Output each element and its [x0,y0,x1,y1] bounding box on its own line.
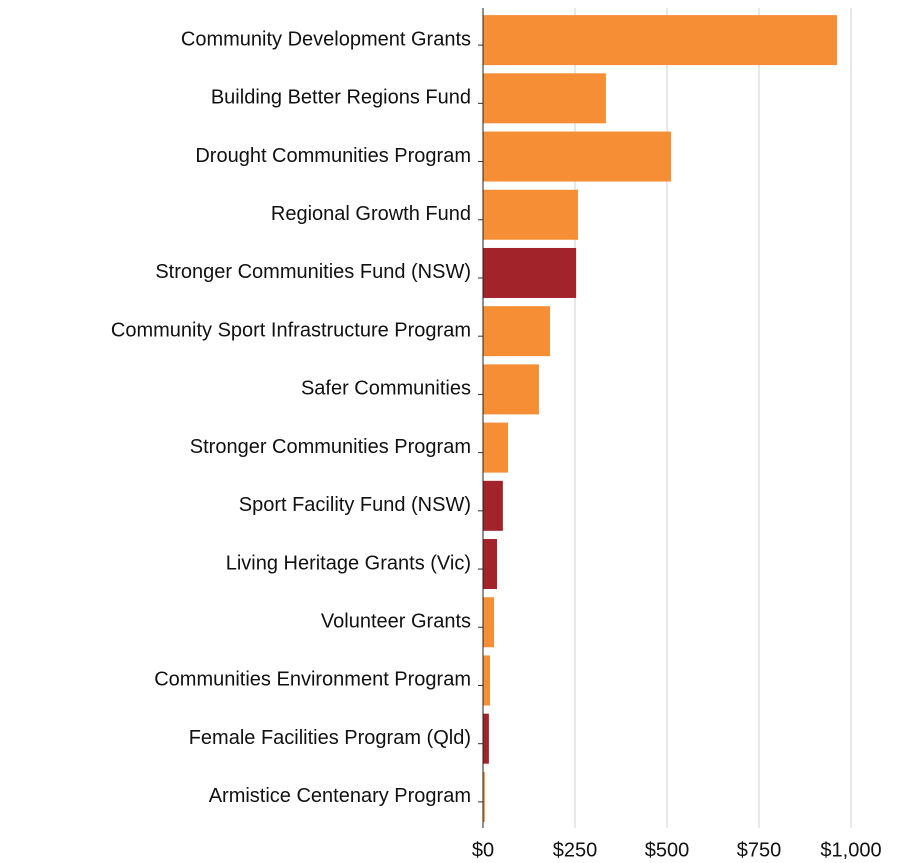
bar [483,131,672,182]
x-tick-label: $1,000 [820,839,881,861]
y-tick-label: Living Heritage Grants (Vic) [226,552,471,574]
bar [483,713,489,764]
y-tick-label: Building Better Regions Fund [211,87,471,109]
y-tick-label: Safer Communities [301,378,471,400]
bar [483,655,490,706]
y-tick-label: Regional Growth Fund [271,203,471,225]
x-tick-label: $750 [737,839,782,861]
bar [483,364,539,415]
y-tick-label: Community Development Grants [181,28,471,50]
bar [483,73,606,124]
bar [483,422,509,473]
bar [483,480,503,531]
y-tick-label: Stronger Communities Fund (NSW) [155,261,471,283]
x-tick-label: $250 [553,839,598,861]
y-tick-label: Communities Environment Program [154,669,471,691]
y-tick-label: Volunteer Grants [321,611,471,633]
y-tick-label: Drought Communities Program [195,145,471,167]
x-tick-label: $500 [645,839,690,861]
y-tick-label: Sport Facility Fund (NSW) [239,494,471,516]
bar [483,15,838,66]
y-tick-label: Stronger Communities Program [190,436,471,458]
bar [483,247,577,298]
bar [483,306,550,357]
y-tick-label: Female Facilities Program (Qld) [189,727,471,749]
x-tick-label: $0 [472,839,494,861]
bar [483,597,495,648]
y-tick-label: Armistice Centenary Program [209,785,471,807]
bar [483,539,497,590]
bar [483,771,485,822]
bar [483,189,578,240]
y-tick-label: Community Sport Infrastructure Program [111,319,471,341]
